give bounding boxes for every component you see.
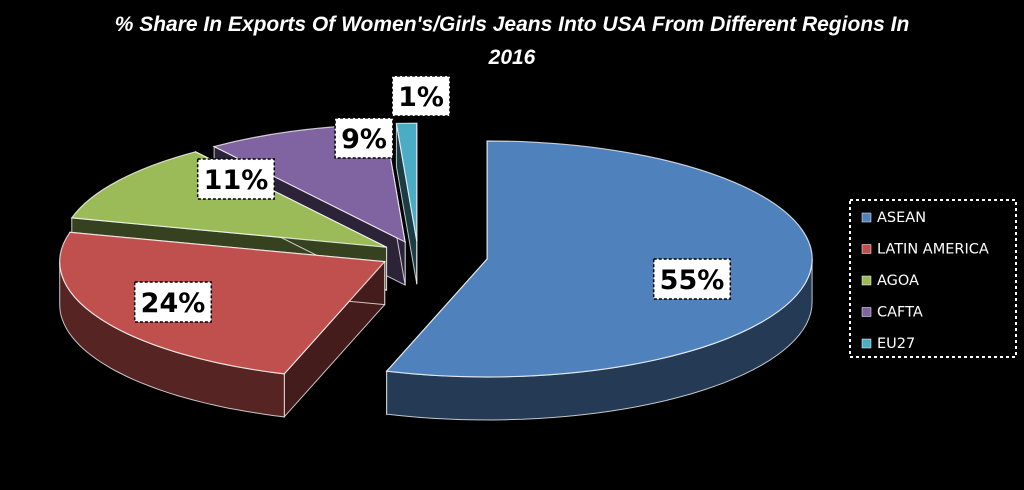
legend-label: EU27 — [877, 336, 915, 352]
data-label-box — [391, 75, 451, 117]
data-label-box — [196, 158, 276, 200]
data-label-text: 24% — [141, 288, 206, 319]
data-label: 55% — [652, 258, 732, 300]
data-label-box — [133, 281, 213, 323]
legend-swatch — [861, 307, 872, 317]
legend-swatch — [861, 212, 872, 223]
data-label-box — [652, 258, 732, 300]
data-label: 11% — [196, 158, 276, 200]
data-labels: 55% 24% 11% 9% 1% — [133, 75, 732, 323]
data-label-text: 1% — [398, 82, 444, 113]
legend-swatch — [861, 275, 872, 286]
legend: ASEAN LATIN AMERICA AGOA CAFTA EU27 — [849, 199, 1017, 358]
data-label-text: 11% — [204, 165, 269, 196]
chart-title-line-2: 2016 — [488, 46, 536, 69]
legend-label: AGOA — [877, 273, 919, 289]
data-label-text: 55% — [660, 265, 725, 296]
chart-title-line-1: % Share In Exports Of Women's/Girls Jean… — [115, 13, 910, 36]
data-label-text: 9% — [341, 124, 387, 155]
legend-label: CAFTA — [877, 305, 923, 321]
pie-slice-asean — [385, 140, 813, 421]
pie-slice-latin-america — [59, 231, 386, 419]
data-label-box — [334, 117, 394, 159]
data-label: 24% — [133, 281, 213, 323]
legend-box — [849, 199, 1017, 358]
slice-top — [395, 122, 418, 242]
legend-label: ASEAN — [877, 210, 926, 226]
slice-top — [59, 231, 386, 375]
legend-swatch — [861, 338, 872, 349]
data-label: 1% — [391, 75, 451, 117]
slice-top — [385, 140, 813, 378]
pie-slice-eu27 — [395, 122, 418, 285]
data-label: 9% — [334, 117, 394, 159]
legend-swatch — [861, 244, 872, 254]
legend-label: LATIN AMERICA — [877, 242, 989, 258]
